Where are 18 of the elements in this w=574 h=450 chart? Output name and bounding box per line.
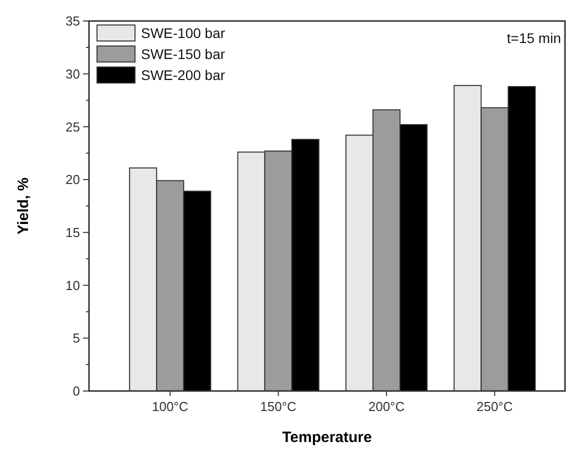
x-tick-label: 200°C — [368, 399, 405, 414]
legend-label: SWE-200 bar — [141, 66, 226, 83]
y-tick-label: 5 — [72, 330, 80, 346]
legend-label: SWE-150 bar — [141, 46, 226, 62]
x-tick-label: 100°C — [152, 399, 188, 414]
y-tick-label: 30 — [66, 66, 80, 82]
x-tick-label: 150°C — [260, 399, 296, 414]
legend-label: SWE-100 bar — [141, 24, 226, 41]
y-tick-label: 20 — [66, 172, 80, 188]
x-tick-label: 250°C — [476, 399, 513, 414]
y-tick-label: 10 — [66, 278, 80, 293]
y-tick-label: 0 — [72, 384, 80, 399]
annotation: t=15 min — [506, 30, 561, 46]
x-axis-title: Temperature — [282, 429, 372, 446]
y-tick-label: 15 — [66, 224, 80, 240]
y-axis-title: Yield, % — [15, 178, 32, 234]
y-tick-label: 35 — [66, 14, 80, 29]
y-tick-label: 25 — [66, 119, 80, 134]
